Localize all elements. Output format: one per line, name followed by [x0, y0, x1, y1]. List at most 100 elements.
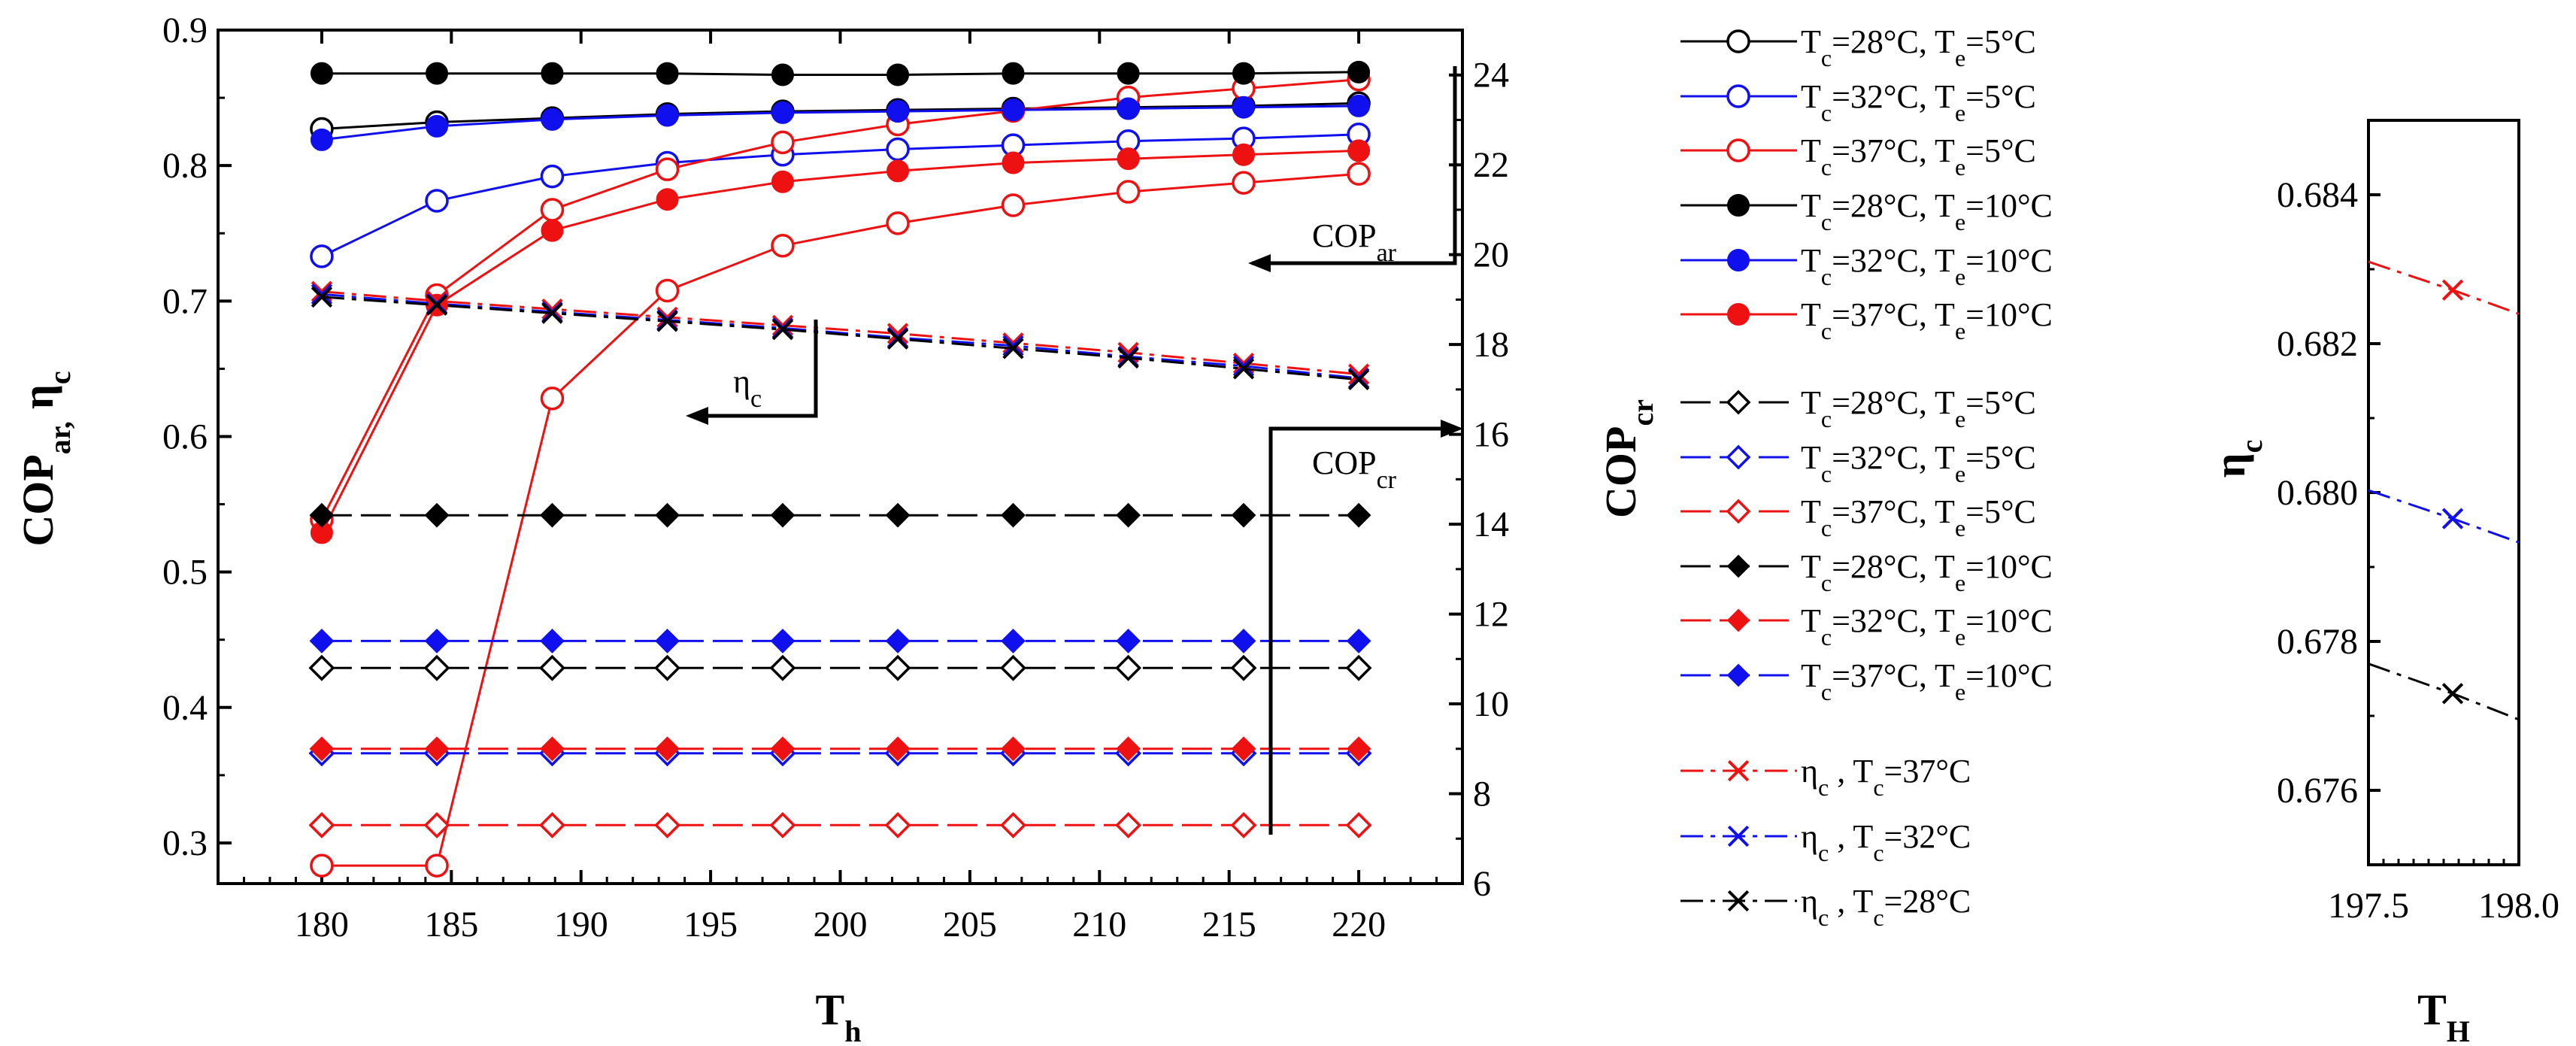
data-point [1232, 96, 1255, 119]
legend-entry: Tc=32°C, Te=10°C [1680, 242, 2053, 290]
legend-entry: Tc=32°C, Te=5°C [1680, 439, 2036, 487]
legend-entry: ηc , Tc=37°C [1680, 753, 1971, 801]
data-point [886, 328, 909, 350]
data-point [541, 108, 564, 131]
legend: Tc=28°C, Te=5°C Tc=32°C, Te=5°C Tc=37°C, T… [1680, 23, 2053, 931]
data-point [1231, 629, 1256, 653]
inset-data-point [2441, 279, 2464, 301]
series-line [320, 78, 1359, 520]
legend-marker [1726, 663, 1750, 687]
right-tick-label: 18 [1473, 325, 1509, 365]
x-tick-label: 220 [1332, 905, 1386, 944]
legend-marker [1726, 84, 1750, 108]
series-7 [308, 654, 1372, 681]
data-point [425, 189, 449, 213]
legend-marker [1727, 249, 1750, 271]
series-line [321, 293, 1359, 380]
series-line [321, 290, 1359, 376]
inset-series-2 [2368, 662, 2520, 721]
data-point [1346, 502, 1371, 528]
data-point [770, 502, 796, 528]
data-point [771, 130, 795, 155]
data-point [310, 62, 333, 85]
left-tick-label: 0.5 [162, 553, 208, 593]
series-8 [308, 740, 1372, 767]
eta-c-label: ηc [733, 363, 762, 413]
data-point [309, 502, 335, 528]
data-point [885, 736, 911, 762]
data-point [540, 629, 565, 653]
data-point [655, 629, 680, 653]
data-point [1001, 502, 1026, 528]
left-tick-label: 0.8 [162, 146, 208, 186]
data-point [656, 104, 679, 127]
data-point [1345, 654, 1372, 681]
data-point [541, 298, 563, 320]
inset-series-group [2368, 260, 2520, 721]
data-point [886, 100, 910, 123]
data-point [310, 853, 334, 878]
data-point [426, 62, 449, 85]
data-point [884, 654, 911, 681]
data-point [885, 629, 911, 653]
data-point [1117, 62, 1140, 85]
legend-text: Tc=37°C, Te=5°C [1801, 493, 2036, 541]
data-point [655, 736, 680, 762]
data-point [423, 811, 450, 838]
legend-marker [1726, 444, 1751, 470]
legend-marker [1726, 554, 1750, 578]
legend-marker [1726, 29, 1750, 53]
data-point [540, 387, 565, 411]
legend-text: Tc=32°C, Te=10°C [1801, 602, 2053, 650]
legend-marker [1726, 608, 1750, 632]
x-tick-label: 210 [1072, 905, 1126, 944]
x-tick-label: 215 [1202, 905, 1256, 944]
data-point [884, 811, 911, 838]
data-point [1232, 358, 1255, 380]
data-point [426, 114, 449, 138]
data-point [311, 283, 333, 305]
data-point [540, 736, 565, 762]
data-point [1116, 180, 1141, 204]
right-tick-label: 24 [1473, 56, 1509, 96]
data-point [1000, 654, 1026, 681]
data-point [1345, 811, 1372, 838]
left-axis-label: COPar,ηc [14, 371, 77, 546]
data-point [655, 502, 680, 528]
data-point [308, 811, 335, 838]
data-point [1117, 97, 1140, 120]
cop-ar-arrowhead [1248, 254, 1271, 272]
data-point [425, 853, 449, 878]
cop-cr-label: COPcr [1312, 444, 1397, 494]
inset-y-tick-label: 0.680 [2277, 473, 2358, 513]
legend-marker [1726, 138, 1750, 162]
inset-series-0 [2368, 260, 2520, 315]
series-6 [310, 162, 1371, 878]
data-point [308, 654, 335, 681]
left-tick-label: 0.9 [162, 11, 208, 50]
data-point [1232, 355, 1255, 377]
data-point [426, 290, 448, 312]
main-plot-frame [217, 29, 1464, 885]
data-point [1001, 629, 1026, 653]
legend-text: Tc=37°C, Te=5°C [1801, 132, 2036, 180]
data-point [540, 164, 565, 189]
data-point [310, 244, 334, 268]
series-line [320, 149, 1359, 534]
legend-entry: ηc , Tc=32°C [1680, 818, 1971, 866]
data-point [886, 323, 909, 344]
data-point [541, 62, 564, 85]
series-12 [309, 629, 1371, 653]
left-tick-label: 0.3 [162, 823, 208, 863]
data-point [1115, 654, 1142, 681]
data-point [309, 736, 335, 762]
cop-cr-arrow [1268, 426, 1457, 835]
data-point [1232, 171, 1256, 195]
inset-y-axis-label: ηc [2205, 440, 2268, 478]
annotation-cop-cr: COPcr [1268, 420, 1463, 835]
data-point [1116, 629, 1141, 653]
legend-marker [1727, 303, 1750, 326]
series-15 [311, 286, 1370, 390]
series-line [321, 71, 1359, 76]
x-tick-label: 205 [943, 905, 997, 944]
